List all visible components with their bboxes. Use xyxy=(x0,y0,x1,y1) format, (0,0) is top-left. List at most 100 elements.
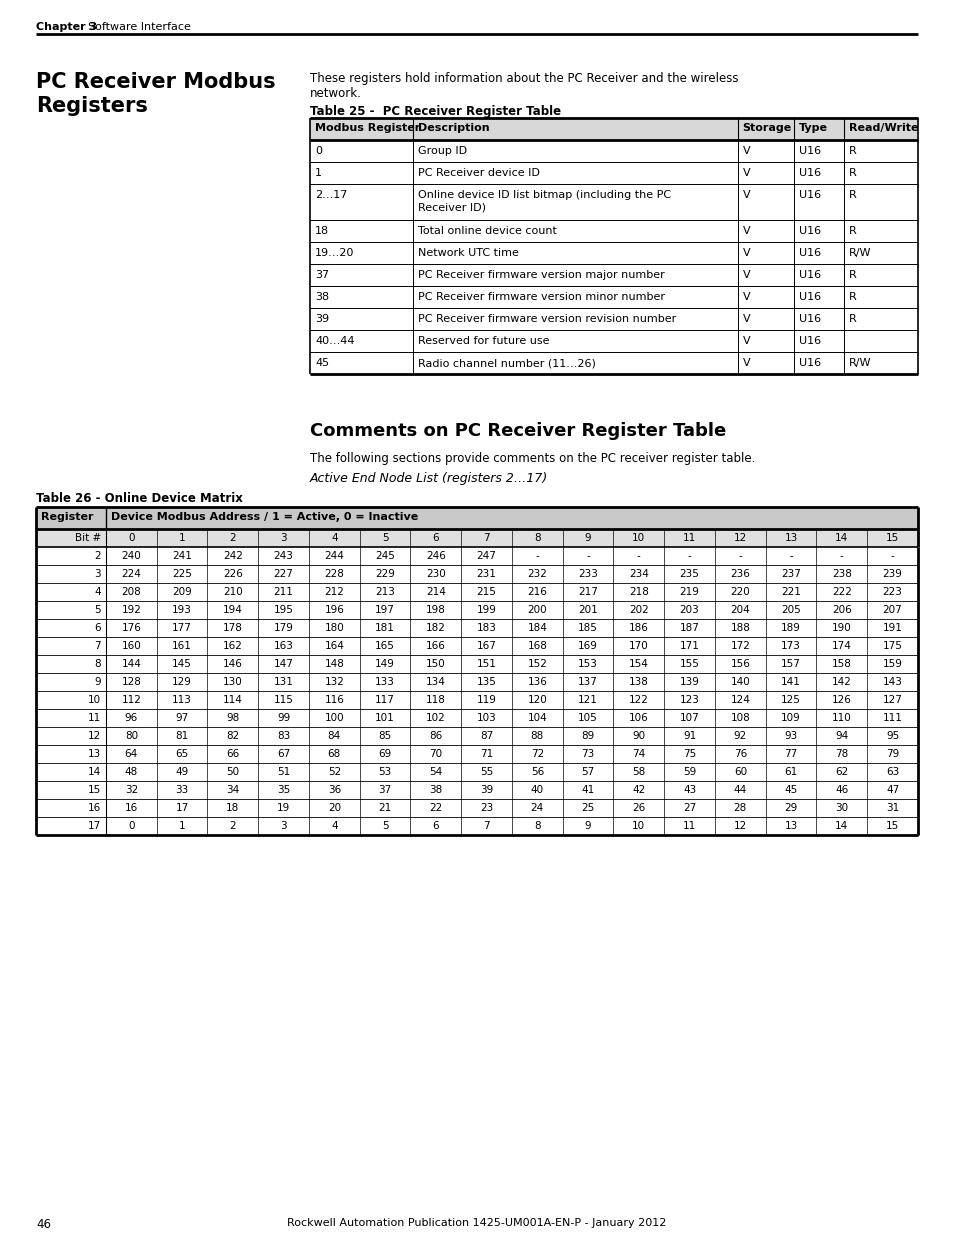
Text: R: R xyxy=(848,146,856,156)
Text: Active End Node List (registers 2…17): Active End Node List (registers 2…17) xyxy=(310,472,548,485)
Text: network.: network. xyxy=(310,86,361,100)
Text: -: - xyxy=(687,551,691,561)
Text: 172: 172 xyxy=(730,641,749,651)
Text: PC Receiver Modbus: PC Receiver Modbus xyxy=(36,72,275,91)
Text: 144: 144 xyxy=(121,659,141,669)
Text: 11: 11 xyxy=(88,713,101,722)
Text: Rockwell Automation Publication 1425-UM001A-EN-P - January 2012: Rockwell Automation Publication 1425-UM0… xyxy=(287,1218,666,1228)
Text: 19: 19 xyxy=(276,803,290,813)
Text: 58: 58 xyxy=(632,767,645,777)
Text: 18: 18 xyxy=(226,803,239,813)
Text: Description: Description xyxy=(417,124,489,133)
Text: 0: 0 xyxy=(128,534,134,543)
Text: 60: 60 xyxy=(733,767,746,777)
Text: V: V xyxy=(741,168,749,178)
Text: 5: 5 xyxy=(381,821,388,831)
Text: 116: 116 xyxy=(324,695,344,705)
Text: 245: 245 xyxy=(375,551,395,561)
Text: 136: 136 xyxy=(527,677,547,687)
Text: V: V xyxy=(741,248,749,258)
Text: Bit #: Bit # xyxy=(74,534,101,543)
Text: 108: 108 xyxy=(730,713,749,722)
Text: 181: 181 xyxy=(375,622,395,634)
Text: 107: 107 xyxy=(679,713,699,722)
Text: 223: 223 xyxy=(882,587,902,597)
Text: 156: 156 xyxy=(730,659,749,669)
Text: 4: 4 xyxy=(331,821,337,831)
Text: 43: 43 xyxy=(682,785,696,795)
Text: 191: 191 xyxy=(882,622,902,634)
Text: 38: 38 xyxy=(314,291,329,303)
Text: V: V xyxy=(741,190,749,200)
Text: 35: 35 xyxy=(276,785,290,795)
Text: 24: 24 xyxy=(530,803,543,813)
Text: 162: 162 xyxy=(223,641,243,651)
Text: 26: 26 xyxy=(632,803,645,813)
Text: 240: 240 xyxy=(121,551,141,561)
Text: V: V xyxy=(741,314,749,324)
Text: 161: 161 xyxy=(172,641,192,651)
Text: 237: 237 xyxy=(781,569,801,579)
Text: 246: 246 xyxy=(425,551,445,561)
Text: 193: 193 xyxy=(172,605,192,615)
Text: 122: 122 xyxy=(628,695,648,705)
Text: 127: 127 xyxy=(882,695,902,705)
Text: U16: U16 xyxy=(799,336,821,346)
Text: 0: 0 xyxy=(128,821,134,831)
Text: 105: 105 xyxy=(578,713,598,722)
Text: 9: 9 xyxy=(94,677,101,687)
Text: 110: 110 xyxy=(831,713,851,722)
Text: 7: 7 xyxy=(483,534,490,543)
Text: 77: 77 xyxy=(783,748,797,760)
Text: 239: 239 xyxy=(882,569,902,579)
Text: 206: 206 xyxy=(831,605,851,615)
Text: -: - xyxy=(738,551,741,561)
Text: PC Receiver firmware version revision number: PC Receiver firmware version revision nu… xyxy=(417,314,676,324)
Text: 0: 0 xyxy=(314,146,322,156)
Text: 114: 114 xyxy=(223,695,243,705)
Text: 101: 101 xyxy=(375,713,395,722)
Text: 207: 207 xyxy=(882,605,902,615)
Text: 6: 6 xyxy=(432,821,438,831)
Text: 145: 145 xyxy=(172,659,192,669)
Text: PC Receiver device ID: PC Receiver device ID xyxy=(417,168,539,178)
Text: 9: 9 xyxy=(584,534,591,543)
Text: 137: 137 xyxy=(578,677,598,687)
Text: 4: 4 xyxy=(331,534,337,543)
Text: 87: 87 xyxy=(479,731,493,741)
Text: 82: 82 xyxy=(226,731,239,741)
Text: 63: 63 xyxy=(885,767,899,777)
Text: 238: 238 xyxy=(831,569,851,579)
Text: 38: 38 xyxy=(429,785,442,795)
Text: 28: 28 xyxy=(733,803,746,813)
Text: 100: 100 xyxy=(324,713,344,722)
Text: 2: 2 xyxy=(94,551,101,561)
Text: 92: 92 xyxy=(733,731,746,741)
Text: 3: 3 xyxy=(94,569,101,579)
Text: 165: 165 xyxy=(375,641,395,651)
Bar xyxy=(310,119,917,140)
Text: 16: 16 xyxy=(125,803,138,813)
Text: U16: U16 xyxy=(799,146,821,156)
Text: U16: U16 xyxy=(799,358,821,368)
Text: 146: 146 xyxy=(223,659,243,669)
Text: 222: 222 xyxy=(831,587,851,597)
Text: 195: 195 xyxy=(274,605,294,615)
Text: 66: 66 xyxy=(226,748,239,760)
Text: 88: 88 xyxy=(530,731,543,741)
Text: 2: 2 xyxy=(230,821,236,831)
Text: 85: 85 xyxy=(378,731,392,741)
Text: Table 26 - Online Device Matrix: Table 26 - Online Device Matrix xyxy=(36,492,243,505)
Text: 6: 6 xyxy=(94,622,101,634)
Text: 147: 147 xyxy=(274,659,294,669)
Text: Type: Type xyxy=(799,124,827,133)
Text: 234: 234 xyxy=(628,569,648,579)
Text: PC Receiver firmware version minor number: PC Receiver firmware version minor numbe… xyxy=(417,291,664,303)
Text: 124: 124 xyxy=(730,695,749,705)
Text: 48: 48 xyxy=(125,767,138,777)
Text: 95: 95 xyxy=(885,731,899,741)
Text: 174: 174 xyxy=(831,641,851,651)
Text: 52: 52 xyxy=(328,767,340,777)
Text: 180: 180 xyxy=(324,622,344,634)
Text: 15: 15 xyxy=(885,534,899,543)
